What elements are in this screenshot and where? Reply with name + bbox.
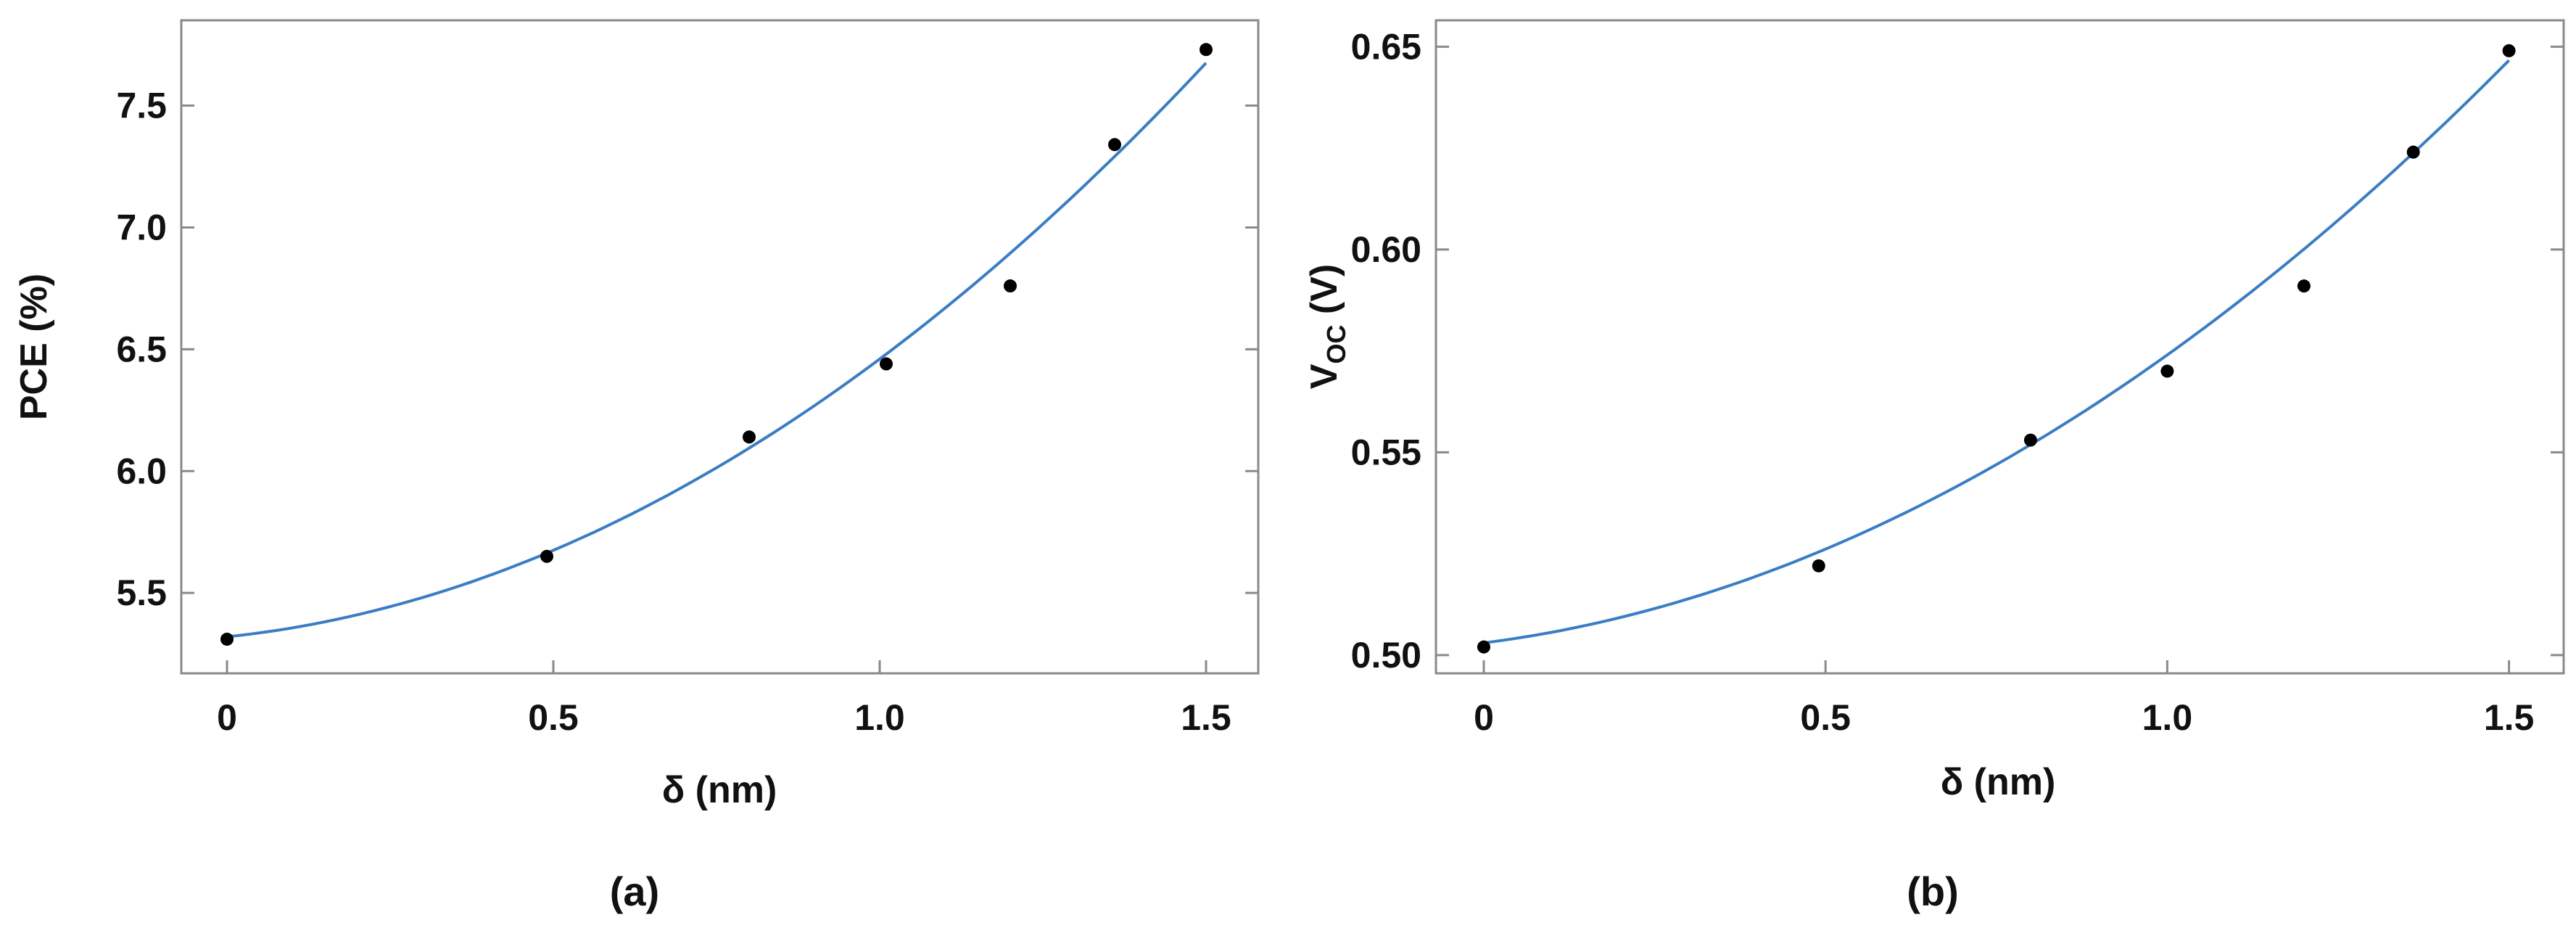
y-tick-label: 0.55 — [1351, 432, 1421, 472]
data-point — [1200, 43, 1213, 57]
data-point — [2023, 433, 2037, 447]
panel-label-a: (a) — [610, 869, 659, 914]
x-tick-label: 1.5 — [2484, 697, 2535, 738]
y-tick-label: 0.60 — [1351, 229, 1421, 270]
data-point — [1004, 279, 1017, 293]
data-point — [1812, 559, 1825, 572]
x-axis-label: δ (nm) — [1941, 761, 2056, 803]
data-point — [1477, 640, 1490, 654]
y-tick-label: 6.0 — [116, 451, 167, 491]
plot-frame — [1434, 19, 2565, 675]
data-point — [540, 549, 553, 563]
data-point — [880, 357, 893, 371]
data-point — [743, 430, 756, 444]
x-tick-label: 0.5 — [528, 697, 579, 738]
fit-curve-layer — [1483, 59, 2511, 645]
y-tick-label: 0.50 — [1351, 635, 1421, 676]
y-axis-label: PCE (%) — [13, 274, 55, 420]
chart-panel-a: 0 0.5 1.0 1.5 5.5 6.0 6.5 7.0 7.5 δ (nm) PCE (%… — [13, 19, 1260, 914]
data-point — [1108, 138, 1121, 152]
y-axis-ticks: 0.50 0.55 0.60 0.65 — [1351, 26, 2564, 676]
x-axis-label: δ (nm) — [662, 769, 777, 811]
fit-curve — [226, 62, 1208, 639]
x-tick-label: 1.0 — [2142, 697, 2193, 738]
data-points-layer — [220, 43, 1213, 646]
data-point — [2502, 44, 2516, 57]
fit-curve — [1483, 59, 2511, 645]
y-tick-label: 7.5 — [116, 86, 167, 126]
y-tick-label: 6.5 — [116, 329, 167, 369]
x-tick-label: 1.5 — [1181, 697, 1231, 738]
y-axis-label: VOC (V) — [1303, 264, 1351, 389]
x-axis-ticks: 0 0.5 1.0 1.5 — [1474, 660, 2534, 738]
x-tick-label: 0 — [1474, 697, 1494, 738]
y-tick-label: 5.5 — [116, 572, 167, 613]
data-points-layer — [1477, 44, 2516, 654]
x-tick-label: 1.0 — [854, 697, 905, 738]
y-tick-label: 0.65 — [1351, 26, 1421, 67]
y-tick-label: 7.0 — [116, 207, 167, 247]
y-axis-ticks: 5.5 6.0 6.5 7.0 7.5 — [116, 86, 1258, 613]
data-point — [220, 632, 234, 646]
x-tick-label: 0 — [217, 697, 237, 738]
data-point — [2297, 279, 2311, 293]
x-tick-label: 0.5 — [1800, 697, 1851, 738]
data-point — [2406, 145, 2420, 159]
fit-curve-layer — [226, 62, 1208, 639]
data-point — [2160, 364, 2174, 378]
x-axis-ticks: 0 0.5 1.0 1.5 — [217, 660, 1231, 738]
chart-panel-b: 0 0.5 1.0 1.5 0.50 0.55 0.60 0.65 δ (nm) VOC (… — [1303, 19, 2565, 914]
plot-frame — [180, 19, 1260, 675]
panel-label-b: (b) — [1907, 869, 1959, 914]
